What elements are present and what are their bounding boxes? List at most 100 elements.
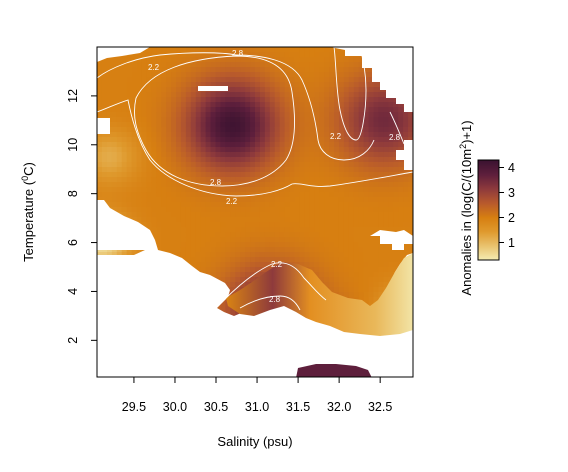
heatmap-cell xyxy=(176,232,182,238)
heatmap-cell xyxy=(299,47,305,53)
heatmap-cell xyxy=(166,207,172,213)
heatmap-cell xyxy=(388,97,394,103)
heatmap-cell xyxy=(319,142,325,148)
heatmap-cell xyxy=(121,117,128,123)
heatmap-cell xyxy=(185,227,192,233)
heatmap-cell xyxy=(146,192,152,198)
heatmap-cell xyxy=(225,137,231,143)
heatmap-cell xyxy=(338,97,345,103)
heatmap-cell xyxy=(210,202,217,208)
heatmap-cell xyxy=(289,212,296,218)
heatmap-cell xyxy=(279,252,286,258)
heatmap-cell xyxy=(353,212,360,218)
heatmap-cell xyxy=(329,117,335,123)
heatmap-cell xyxy=(299,192,305,198)
heatmap-cell xyxy=(393,252,399,258)
heatmap-cell xyxy=(116,117,123,123)
heatmap-cell xyxy=(259,122,266,128)
heatmap-cell xyxy=(264,142,271,148)
heatmap-cell xyxy=(279,197,286,203)
heatmap-cell xyxy=(294,182,301,188)
heatmap-cell xyxy=(121,77,128,83)
heatmap-cell xyxy=(358,287,365,293)
heatmap-cell xyxy=(141,87,147,93)
heatmap-cell xyxy=(220,177,226,183)
colorbar-swatch xyxy=(478,232,499,235)
heatmap-cell xyxy=(284,242,291,248)
heatmap-cell xyxy=(200,197,207,203)
heatmap-cell xyxy=(200,112,207,118)
heatmap-cell xyxy=(403,222,409,228)
heatmap-cell xyxy=(299,152,305,158)
heatmap-cell xyxy=(383,212,389,218)
heatmap-cell xyxy=(210,117,217,123)
heatmap-cell xyxy=(264,67,271,73)
heatmap-cell xyxy=(141,177,147,183)
heatmap-cell xyxy=(259,62,266,68)
heatmap-cell xyxy=(284,117,291,123)
heatmap-cell xyxy=(215,112,222,118)
heatmap-cell xyxy=(363,202,370,208)
heatmap-cell xyxy=(363,262,370,268)
heatmap-cell xyxy=(185,197,192,203)
contour-2.8-lower xyxy=(239,295,301,311)
heatmap-cell xyxy=(274,52,281,58)
heatmap-cell xyxy=(215,162,222,168)
heatmap-cell xyxy=(116,142,123,148)
heatmap-cell xyxy=(388,137,394,143)
heatmap-cell xyxy=(378,117,384,123)
heatmap-cell xyxy=(383,112,389,118)
heatmap-cell xyxy=(373,242,380,248)
heatmap-cell xyxy=(269,72,276,78)
heatmap-cell xyxy=(408,117,413,123)
heatmap-cell xyxy=(200,117,207,123)
heatmap-cell xyxy=(255,172,261,178)
heatmap-cell xyxy=(97,107,103,113)
heatmap-cell xyxy=(284,152,291,158)
colorbar-swatch xyxy=(478,222,499,225)
heatmap-cell xyxy=(403,117,409,123)
heatmap-cell xyxy=(141,122,147,128)
heatmap-cell xyxy=(205,82,212,88)
heatmap-cell xyxy=(314,207,320,213)
heatmap-cell xyxy=(338,192,345,198)
heatmap-cell xyxy=(190,247,197,253)
heatmap-cell xyxy=(343,217,350,223)
heatmap-cell xyxy=(146,87,152,93)
heatmap-cell xyxy=(348,122,355,128)
heatmap-cell xyxy=(141,132,147,138)
heatmap-cell xyxy=(329,122,335,128)
no-data-region-top-right xyxy=(330,47,413,112)
heatmap-cell xyxy=(230,262,236,268)
colorbar-swatch xyxy=(478,210,499,213)
heatmap-cell xyxy=(304,107,310,113)
heatmap-cell xyxy=(116,137,123,143)
heatmap-cell xyxy=(205,222,212,228)
heatmap-cell xyxy=(116,157,123,163)
heatmap-cell xyxy=(314,97,320,103)
heatmap-cell xyxy=(274,87,281,93)
heatmap-cell xyxy=(304,137,310,143)
colorbar-swatch xyxy=(478,176,499,179)
heatmap-cell xyxy=(259,112,266,118)
heatmap-cell xyxy=(334,157,340,163)
heatmap-cell xyxy=(284,102,291,108)
heatmap-cell xyxy=(289,97,296,103)
heatmap-cell xyxy=(259,72,266,78)
heatmap-cell xyxy=(230,252,236,258)
heatmap-cell xyxy=(279,112,286,118)
heatmap-cell xyxy=(230,202,236,208)
contour-label: 2.2 xyxy=(271,260,283,269)
heatmap-cell xyxy=(353,117,360,123)
heatmap-cell xyxy=(146,122,152,128)
heatmap-cell xyxy=(136,207,143,213)
heatmap-cell xyxy=(240,77,246,83)
heatmap-cell xyxy=(250,152,256,158)
heatmap-cell xyxy=(255,197,261,203)
heatmap-cell xyxy=(294,142,301,148)
heatmap-cell xyxy=(215,47,222,53)
heatmap-cell xyxy=(338,262,345,268)
heatmap-cell xyxy=(215,92,222,98)
colorbar-swatch xyxy=(478,194,499,197)
heatmap-cell xyxy=(383,267,389,273)
